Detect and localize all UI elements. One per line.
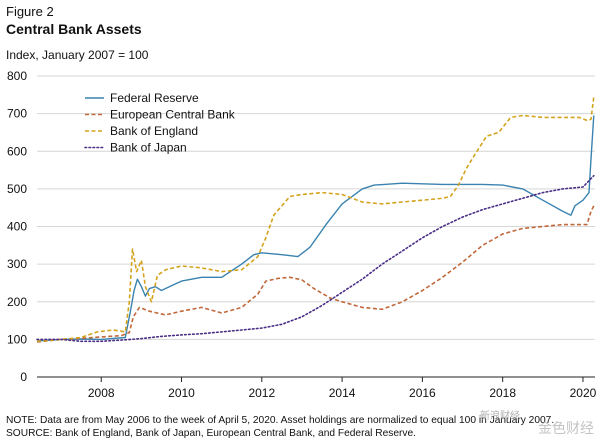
series-lines [36,96,595,343]
gridlines [37,75,595,378]
x-tick-label: 2020 [570,386,597,400]
y-axis-ticks: 0 100 200 300 400 500 600 700 800 [7,69,27,384]
legend-label: Bank of England [110,124,198,138]
y-tick-label: 200 [7,295,27,309]
y-tick-label: 700 [7,107,27,121]
y-tick-label: 800 [7,69,27,83]
y-tick-label: 300 [7,257,27,271]
x-tick-label: 2018 [489,386,516,400]
x-tick-label: 2008 [88,386,115,400]
y-tick-label: 600 [7,144,27,158]
watermark-secondary: 新浪财经 [480,411,520,422]
chart-subtitle: Index, January 2007 = 100 [6,48,149,62]
source-text: SOURCE: Bank of England, Bank of Japan, … [6,428,416,439]
legend-label: Federal Reserve [110,91,199,105]
y-tick-label: 500 [7,182,27,196]
x-tick-label: 2014 [329,386,356,400]
x-tick-label: 2010 [168,386,195,400]
series-line-bank-of-japan [36,174,595,343]
watermark: 金色财经 [538,421,594,437]
figure-label: Figure 2 [6,4,54,19]
y-tick-label: 100 [7,332,27,346]
x-tick-label: 2012 [248,386,275,400]
series-line-federal-reserve [36,115,595,342]
chart-title: Central Bank Assets [6,21,142,37]
x-axis-ticks: 2008 2010 2012 2014 2016 2018 2020 [88,377,597,400]
series-line-european-central-bank [36,205,595,343]
note-text: NOTE: Data are from May 2006 to the week… [6,415,555,426]
y-tick-label: 0 [20,370,27,384]
y-tick-label: 400 [7,220,27,234]
legend: Federal Reserve European Central Bank Bank… [84,91,236,155]
footnotes: NOTE: Data are from May 2006 to the week… [6,414,596,440]
legend-label: Bank of Japan [110,141,187,155]
x-tick-label: 2016 [409,386,436,400]
legend-label: European Central Bank [110,108,236,122]
